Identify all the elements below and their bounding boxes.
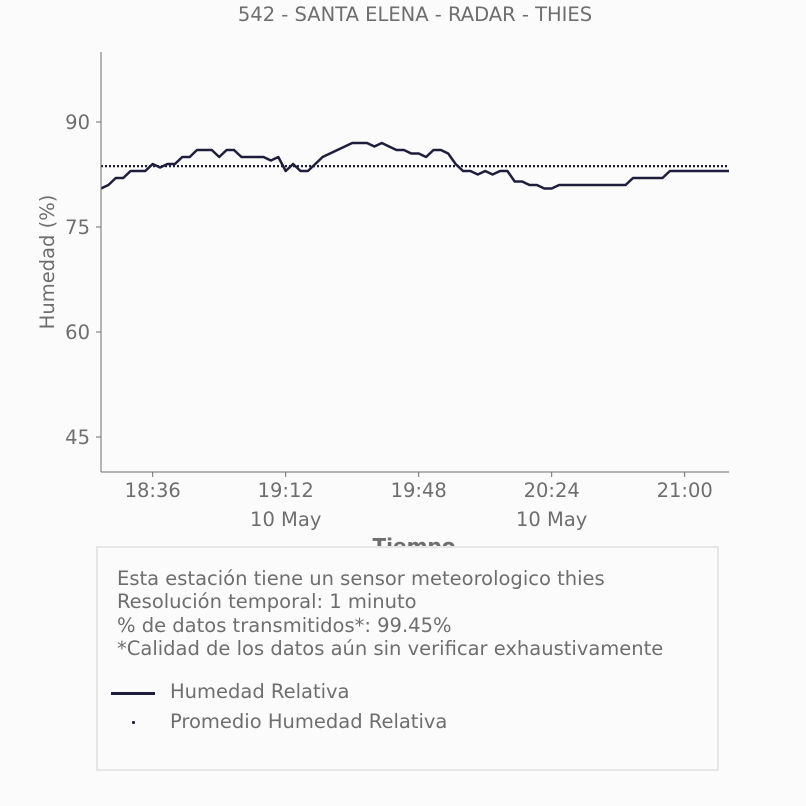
y-tick-label: 45 [65, 426, 90, 449]
plot-area [100, 141, 729, 190]
legend-label: Humedad Relativa [170, 680, 350, 703]
x-tick-label: 21:00 [657, 479, 713, 502]
humidity-chart: 542 - SANTA ELENA - RADAR - THIES 45 60 75… [36, 3, 729, 546]
info-line-resolution: Resolución temporal: 1 minuto [117, 590, 417, 614]
y-axis-label: Humedad (%) [36, 195, 59, 330]
x-tick-label: 19:48 [391, 479, 447, 502]
legend-label: Promedio Humedad Relativa [170, 710, 448, 733]
x-axis: 18:36 19:12 10 May 19:48 20:24 10 May 21:00 [101, 471, 729, 531]
x-tick-label: 18:36 [125, 479, 181, 502]
info-line-sensor: Esta estación tiene un sensor meteorolog… [117, 567, 605, 590]
series-line-humedad-relativa [100, 141, 729, 190]
info-line-quality-note: *Calidad de los datos aún sin verificar … [117, 637, 664, 661]
y-tick-label: 90 [65, 111, 90, 134]
info-box: Esta estación tiene un sensor meteorolog… [96, 546, 719, 771]
chart-title: 542 - SANTA ELENA - RADAR - THIES [238, 3, 592, 26]
x-tick-label: 19:12 [258, 479, 314, 502]
x-tick-date-label: 10 May [516, 508, 587, 531]
legend-swatch-dot [111, 721, 155, 724]
info-line-transmitted: % de datos transmitidos*: 99.45% [117, 613, 452, 637]
y-tick-label: 60 [65, 321, 90, 344]
y-tick-label: 75 [65, 216, 90, 239]
y-axis: 45 60 75 90 [65, 52, 102, 472]
legend-swatch-solid-line [111, 692, 155, 695]
x-tick-date-label: 10 May [250, 508, 321, 531]
x-tick-label: 20:24 [524, 479, 580, 502]
info-text: Esta estación tiene un sensor meteorolog… [117, 567, 663, 661]
x-axis-label: Tiempo [373, 534, 456, 546]
